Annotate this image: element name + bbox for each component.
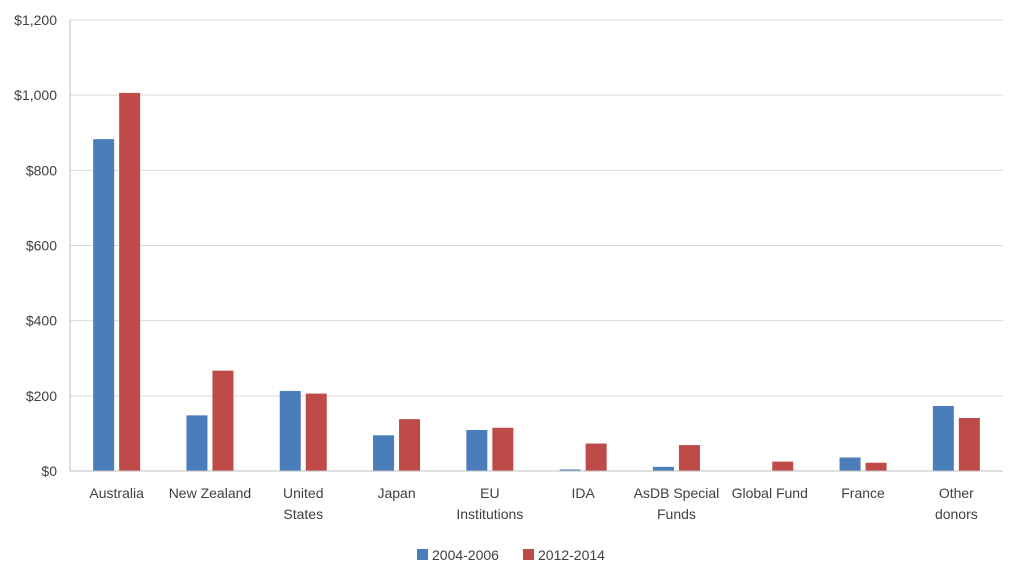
- x-category-label: IDA: [571, 485, 595, 501]
- bar-2012-2014-global-fund: [772, 461, 794, 471]
- x-category-label: Global Fund: [732, 485, 808, 501]
- x-category-label: Other donors: [935, 485, 978, 522]
- bar-2012-2014-ida: [585, 443, 607, 471]
- y-tick-label: $1,000: [14, 87, 57, 103]
- y-tick-label: $400: [26, 313, 57, 329]
- x-category-label: United States: [283, 485, 323, 522]
- bar-2004-2006-france: [839, 457, 861, 471]
- y-tick-label: $0: [41, 463, 57, 479]
- y-tick-label: $200: [26, 388, 57, 404]
- bars: [93, 92, 980, 471]
- bar-2012-2014-eu-institutions: [492, 427, 514, 471]
- bar-2004-2006-australia: [93, 139, 115, 471]
- bar-2012-2014-japan: [399, 419, 421, 471]
- x-category-label: France: [841, 485, 885, 501]
- x-category-label: EU Institutions: [456, 485, 523, 522]
- bar-2012-2014-new-zealand: [212, 370, 234, 471]
- bar-2012-2014-asdb-special-funds: [678, 445, 700, 471]
- bar-2004-2006-japan: [373, 435, 395, 471]
- legend-label: 2012-2014: [538, 547, 605, 563]
- y-tick-label: $600: [26, 238, 57, 254]
- y-axis-ticks: $0 $200 $400 $600 $800 $1,000 $1,200: [14, 12, 57, 479]
- x-axis-labels: Australia New Zealand United States Japan EU I…: [89, 485, 977, 522]
- legend-label: 2004-2006: [432, 547, 499, 563]
- bar-2012-2014-australia: [119, 92, 141, 471]
- bar-2012-2014-united-states: [305, 393, 327, 471]
- bar-2004-2006-eu-institutions: [466, 430, 488, 471]
- bar-2004-2006-ida: [559, 469, 581, 471]
- x-category-label: New Zealand: [169, 485, 252, 501]
- x-category-label: Japan: [377, 485, 415, 501]
- bar-2004-2006-united-states: [279, 390, 301, 471]
- legend-swatch: [417, 549, 428, 560]
- bar-2012-2014-france: [865, 462, 887, 471]
- bar-2004-2006-new-zealand: [186, 415, 208, 471]
- legend-swatch: [523, 549, 534, 560]
- bar-2004-2006-asdb-special-funds: [652, 466, 674, 471]
- bar-2004-2006-other-donors: [932, 405, 954, 471]
- legend: 2004-2006 2012-2014: [417, 547, 605, 563]
- bar-2012-2014-other-donors: [958, 418, 980, 471]
- x-category-label: Australia: [89, 485, 144, 501]
- y-tick-label: $800: [26, 162, 57, 178]
- gridlines: [70, 19, 1003, 397]
- x-category-label: AsDB Special Funds: [634, 485, 720, 522]
- y-tick-label: $1,200: [14, 12, 57, 28]
